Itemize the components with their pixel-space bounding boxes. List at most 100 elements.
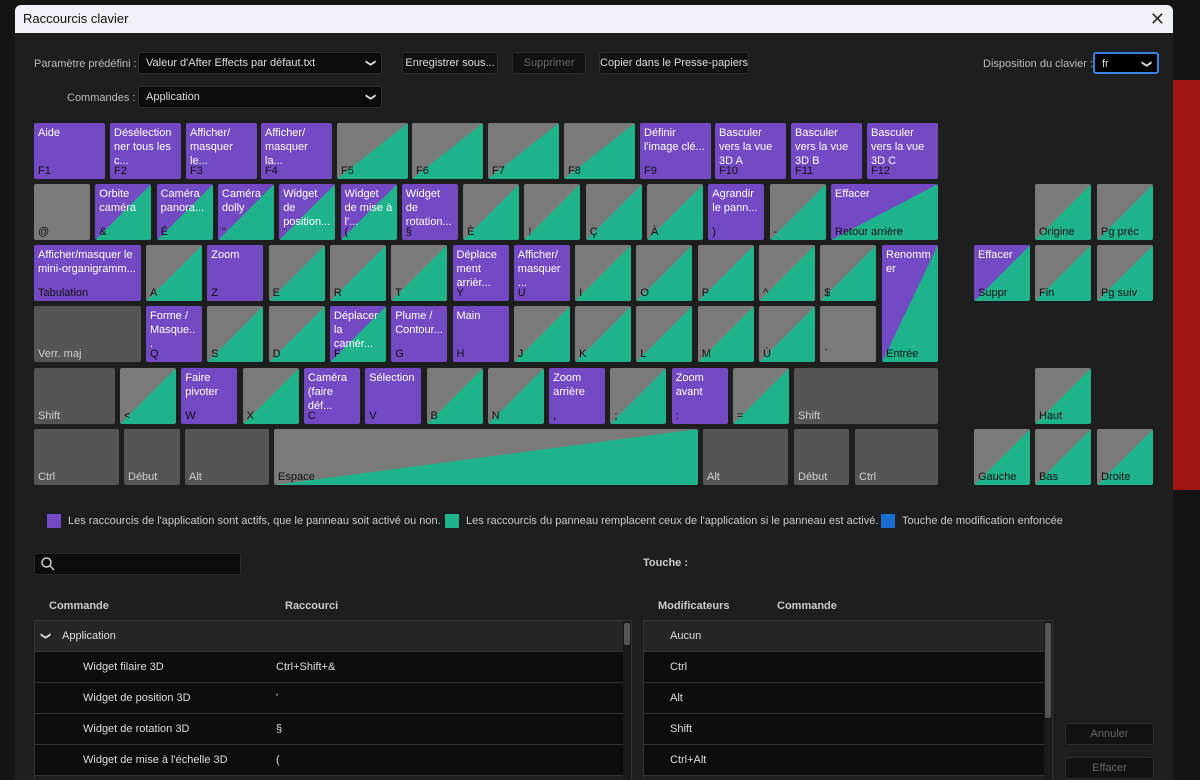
key-bas[interactable]: Bas xyxy=(1035,429,1091,485)
key-=[interactable]: = xyxy=(733,368,789,424)
key-w[interactable]: Faire pivoter W xyxy=(181,368,238,424)
key-gauche[interactable]: Gauche xyxy=(974,429,1030,485)
key-ù[interactable]: Ù xyxy=(759,306,815,362)
key-$[interactable]: $ xyxy=(820,245,877,301)
key-'[interactable]: Widget de position... ' xyxy=(279,184,336,240)
key-f1[interactable]: Aide F1 xyxy=(34,123,105,179)
key-ctrl[interactable]: Ctrl xyxy=(34,429,119,485)
key-,[interactable]: Zoom arrière, xyxy=(549,368,606,424)
key-ç[interactable]: Ç xyxy=(585,184,642,240)
key-fin[interactable]: Fin xyxy=(1035,245,1091,301)
key-entrée[interactable]: Renommer Entrée xyxy=(882,245,938,362)
key-f3[interactable]: Afficher/ masquer le... F3 xyxy=(186,123,257,179)
key-verr.-maj[interactable]: Verr. maj xyxy=(34,306,141,362)
key-è[interactable]: È xyxy=(463,184,520,240)
modifier-row[interactable]: Alt xyxy=(644,683,1052,714)
key-§[interactable]: Widget de rotation... § xyxy=(401,184,458,240)
key-é[interactable]: Caméra panora... É xyxy=(156,184,213,240)
key-tabulation[interactable]: Afficher/masquer le mini-organigramm... T… xyxy=(34,245,141,301)
key-`[interactable]: ` xyxy=(820,306,877,362)
key-g[interactable]: Plume / Contour... G xyxy=(391,306,448,362)
key-"[interactable]: Caméra dolly " xyxy=(217,184,274,240)
key-^[interactable]: ^ xyxy=(759,245,815,301)
column-header-command-right[interactable]: Commande xyxy=(777,600,837,612)
key-e[interactable]: E xyxy=(268,245,325,301)
key-haut[interactable]: Haut xyxy=(1035,368,1091,424)
key-z[interactable]: Zoom Z xyxy=(207,245,264,301)
key-p[interactable]: P xyxy=(697,245,754,301)
scrollbar-thumb[interactable] xyxy=(1045,623,1051,718)
key-;[interactable]: ; xyxy=(610,368,667,424)
group-row-application[interactable]: ❯ Application xyxy=(35,621,631,652)
key-:[interactable]: Zoom avant: xyxy=(671,368,728,424)
key-l[interactable]: L xyxy=(636,306,693,362)
key-shift[interactable]: Shift xyxy=(794,368,938,424)
modifier-row[interactable]: Ctrl xyxy=(644,652,1052,683)
key-y[interactable]: Déplacement arrièr... Y xyxy=(452,245,509,301)
column-header-command[interactable]: Commande xyxy=(49,600,109,612)
key-o[interactable]: O xyxy=(636,245,693,301)
commands-select[interactable]: Application ❯ xyxy=(138,86,382,108)
key-espace[interactable]: Espace xyxy=(274,429,698,485)
close-icon[interactable]: ✕ xyxy=(1149,9,1165,29)
key-shift[interactable]: Shift xyxy=(34,368,115,424)
key-r[interactable]: R xyxy=(329,245,386,301)
key-k[interactable]: K xyxy=(575,306,632,362)
key-a[interactable]: A xyxy=(146,245,202,301)
key-)[interactable]: Agrandir le pann...) xyxy=(708,184,765,240)
key-i[interactable]: I xyxy=(575,245,632,301)
key-<[interactable]: < xyxy=(120,368,176,424)
scrollbar-thumb[interactable] xyxy=(624,623,630,645)
key-c[interactable]: Caméra (faire déf... C xyxy=(303,368,360,424)
search-input[interactable] xyxy=(34,553,241,575)
key-début[interactable]: Début xyxy=(124,429,180,485)
column-header-modifiers[interactable]: Modificateurs xyxy=(658,600,730,612)
key-retour-arrière[interactable]: Effacer Retour arrière xyxy=(831,184,938,240)
key-pg-suiv[interactable]: Pg suiv xyxy=(1097,245,1153,301)
key-f2[interactable]: Désélectionner tous les c... F2 xyxy=(110,123,181,179)
key-début[interactable]: Début xyxy=(794,429,849,485)
key-h[interactable]: Main H xyxy=(452,306,509,362)
key-t[interactable]: T xyxy=(391,245,448,301)
key-f5[interactable]: F5 xyxy=(337,123,408,179)
key-f[interactable]: Déplacer la camér... F xyxy=(329,306,386,362)
modifier-row[interactable]: Ctrl+Alt xyxy=(644,745,1052,776)
key-&[interactable]: Orbite caméra & xyxy=(95,184,152,240)
cancel-button[interactable]: Annuler xyxy=(1065,723,1154,745)
key--[interactable]: - xyxy=(769,184,826,240)
key-n[interactable]: N xyxy=(487,368,544,424)
key-alt[interactable]: Alt xyxy=(185,429,269,485)
key-v[interactable]: Sélection V xyxy=(365,368,422,424)
chevron-down-icon[interactable]: ❯ xyxy=(40,631,52,641)
save-as-button[interactable]: Enregistrer sous... xyxy=(402,52,498,74)
key-s[interactable]: S xyxy=(207,306,264,362)
key-origine[interactable]: Origine xyxy=(1035,184,1091,240)
key-j[interactable]: J xyxy=(513,306,570,362)
table-row[interactable]: Widget filaire 3D Ctrl+Shift+& xyxy=(35,652,631,683)
key-alt[interactable]: Alt xyxy=(703,429,788,485)
table-row[interactable]: Widget de mise à l'échelle 3D ( xyxy=(35,745,631,776)
key-f12[interactable]: Basculer vers la vue 3D C F12 xyxy=(867,123,938,179)
key-@[interactable]: @ xyxy=(34,184,90,240)
table-row[interactable]: Widget de position 3D ' xyxy=(35,683,631,714)
key-pg-préc[interactable]: Pg préc xyxy=(1097,184,1153,240)
key-![interactable]: ! xyxy=(524,184,581,240)
clear-button[interactable]: Effacer xyxy=(1065,757,1154,779)
scrollbar[interactable] xyxy=(623,621,631,780)
copy-clipboard-button[interactable]: Copier dans le Presse-papiers xyxy=(599,52,749,74)
layout-select[interactable]: fr ❯ xyxy=(1093,52,1159,74)
modifier-row[interactable]: Shift xyxy=(644,714,1052,745)
modifier-row[interactable]: Aucun xyxy=(644,621,1052,652)
key-m[interactable]: M xyxy=(697,306,754,362)
key-f11[interactable]: Basculer vers la vue 3D B F11 xyxy=(791,123,862,179)
key-f7[interactable]: F7 xyxy=(488,123,559,179)
table-row[interactable]: Widget de rotation 3D § xyxy=(35,714,631,745)
key-d[interactable]: D xyxy=(268,306,325,362)
key-([interactable]: Widget de mise à l'...( xyxy=(340,184,397,240)
column-header-shortcut[interactable]: Raccourci xyxy=(285,600,339,612)
key-à[interactable]: À xyxy=(647,184,703,240)
scrollbar[interactable] xyxy=(1044,621,1052,780)
key-x[interactable]: X xyxy=(242,368,299,424)
key-f8[interactable]: F8 xyxy=(564,123,635,179)
key-droite[interactable]: Droite xyxy=(1097,429,1153,485)
